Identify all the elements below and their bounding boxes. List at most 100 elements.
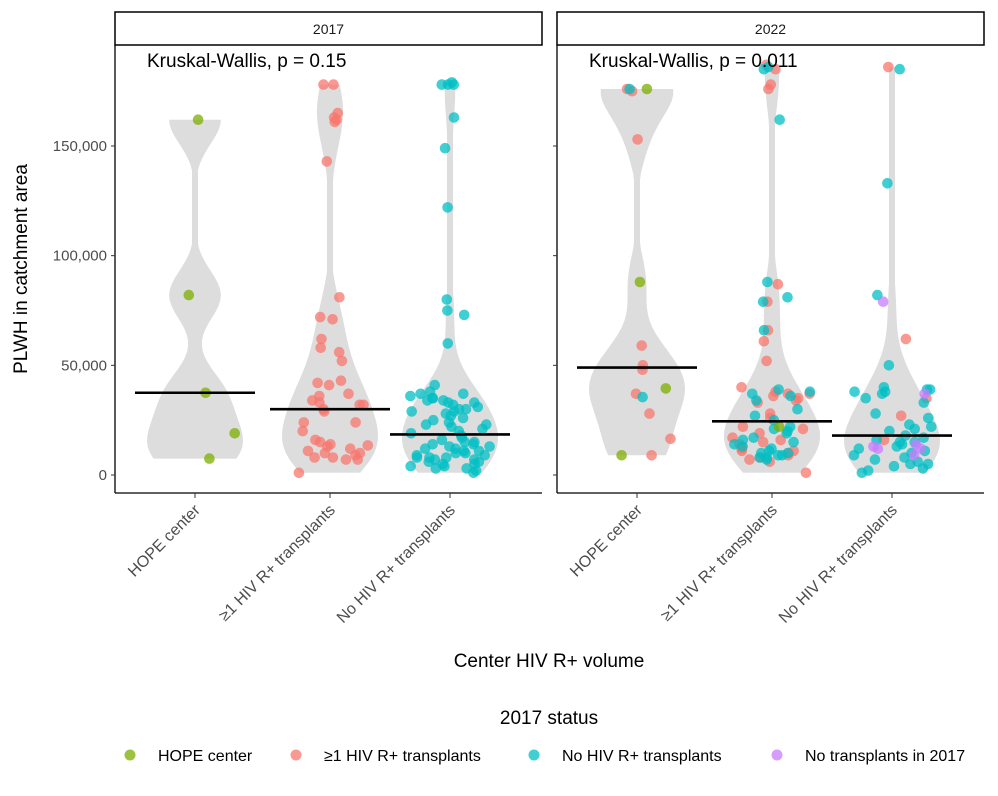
data-point [350, 417, 361, 428]
data-point [919, 388, 930, 400]
data-point [634, 276, 646, 288]
data-point [458, 388, 469, 400]
data-point [758, 324, 770, 336]
data-point [757, 296, 769, 308]
data-point [758, 63, 770, 75]
data-point [923, 412, 934, 424]
data-point [773, 384, 784, 395]
data-point [448, 112, 460, 123]
data-point [849, 386, 860, 398]
data-point [439, 460, 450, 472]
data-point [352, 454, 364, 465]
data-point [918, 397, 930, 408]
data-point [800, 467, 812, 479]
data-point [926, 421, 937, 433]
data-point [774, 114, 785, 125]
violin [724, 64, 820, 473]
data-point [737, 421, 749, 433]
data-point [751, 395, 762, 406]
data-point [804, 386, 816, 398]
data-point [430, 463, 442, 474]
data-point [744, 454, 755, 465]
data-point [895, 410, 907, 422]
facet-strip-label: 2017 [313, 21, 344, 37]
legend-key [528, 749, 540, 761]
x-tick-label: No HIV R+ transplants [776, 502, 901, 627]
data-point [441, 294, 453, 305]
data-point [872, 443, 884, 455]
data-point [797, 423, 809, 435]
legend-label: HOPE center [158, 748, 253, 765]
data-point [327, 314, 338, 325]
data-point [319, 447, 331, 459]
data-point [641, 83, 653, 95]
data-point [870, 408, 881, 419]
data-point [632, 134, 643, 145]
violin [402, 82, 498, 473]
violin [147, 119, 243, 459]
data-point [229, 428, 240, 439]
data-point [459, 436, 471, 448]
data-point [316, 333, 327, 345]
data-point [644, 408, 655, 419]
data-point [450, 447, 462, 459]
data-point [736, 382, 747, 393]
data-point [336, 355, 348, 367]
y-tick-label: 150,000 [53, 138, 107, 155]
x-tick-label: HOPE center [567, 501, 646, 580]
data-point [420, 419, 432, 430]
data-point [637, 364, 648, 376]
legend-label: No HIV R+ transplants [562, 748, 722, 765]
data-point [772, 278, 784, 290]
violin [589, 89, 685, 456]
facet-strip [556, 11, 985, 46]
data-point [856, 467, 868, 479]
data-point [883, 360, 895, 371]
data-point [354, 399, 366, 411]
data-point [869, 454, 881, 465]
data-point [909, 423, 920, 435]
data-point [405, 460, 417, 472]
data-point [323, 379, 335, 391]
data-point [749, 410, 761, 422]
data-point [405, 390, 416, 402]
data-point [758, 335, 770, 347]
data-point [761, 454, 772, 465]
data-point [436, 434, 448, 446]
data-point [891, 441, 903, 452]
data-point [878, 434, 890, 446]
data-point [637, 391, 648, 403]
data-point [183, 289, 195, 301]
y-tick-label: 0 [99, 467, 107, 484]
data-point [458, 309, 470, 321]
data-point [792, 403, 803, 415]
kruskal-wallis-annotation: Kruskal-Wallis, p = 0.011 [589, 51, 798, 72]
data-point [848, 450, 860, 461]
data-point [442, 305, 453, 316]
data-point [327, 452, 339, 463]
violin [282, 84, 378, 473]
data-point [362, 440, 374, 451]
data-point [876, 388, 888, 400]
legend-title: 2017 status [500, 708, 598, 729]
data-point [335, 375, 347, 387]
data-point [321, 156, 333, 167]
data-point [419, 443, 431, 455]
kruskal-wallis-annotation: Kruskal-Wallis, p = 0.15 [147, 51, 346, 72]
data-point [772, 450, 784, 461]
data-point [343, 388, 354, 400]
data-point [894, 63, 905, 75]
data-point [192, 114, 204, 125]
data-point [785, 390, 796, 402]
data-point [315, 342, 327, 354]
y-tick-label: 100,000 [53, 248, 107, 265]
violin [844, 67, 940, 473]
data-point [442, 202, 453, 213]
legend-label: No transplants in 2017 [805, 748, 965, 765]
data-point [411, 452, 423, 463]
data-point [782, 292, 793, 303]
data-point [442, 79, 454, 90]
x-tick-label: HOPE center [125, 501, 204, 580]
